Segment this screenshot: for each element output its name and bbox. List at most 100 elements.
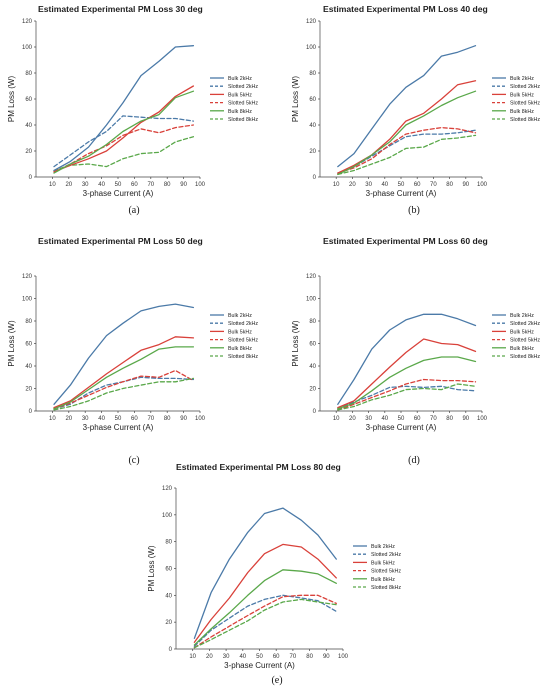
chart-panel-5: Estimated Experimental PM Loss 80 deg 0 20… (147, 462, 401, 686)
x-axis-label: 3-phase Current (A) (366, 423, 437, 432)
x-tick-label: 40 (381, 416, 388, 422)
series-line-bulk-2khz (337, 313, 477, 405)
series-line-bulk-2khz (193, 507, 337, 639)
x-tick-label: 20 (349, 416, 356, 422)
x-tick-label: 50 (115, 416, 122, 422)
chart-panel-1: Estimated Experimental PM Loss 30 deg 0 20… (7, 4, 258, 216)
series-line-slotted-5khz (337, 126, 477, 174)
series-line-slotted-2khz (193, 594, 337, 647)
y-tick-label: 20 (309, 387, 316, 393)
series-line-slotted-8khz (193, 598, 337, 649)
y-tick-label: 100 (162, 513, 173, 519)
x-tick-label: 80 (164, 416, 171, 422)
series-line-bulk-8khz (193, 569, 337, 646)
y-tick-label: 20 (25, 149, 32, 155)
legend-entry: Slotted 8kHz (228, 117, 258, 123)
x-tick-label: 100 (195, 182, 206, 188)
y-tick-label: 80 (309, 71, 316, 77)
x-tick-label: 60 (273, 654, 280, 660)
legend-entry: Bulk 2kHz (371, 544, 395, 550)
y-tick-label: 60 (25, 342, 32, 348)
legend-entry: Slotted 8kHz (228, 354, 258, 360)
y-tick-label: 80 (309, 319, 316, 325)
x-tick-label: 30 (82, 182, 89, 188)
series-line-slotted-8khz (53, 377, 195, 411)
x-tick-label: 90 (462, 416, 469, 422)
legend-entry: Slotted 8kHz (371, 585, 401, 591)
y-tick-label: 20 (309, 149, 316, 155)
legend-entry: Slotted 5kHz (510, 101, 540, 107)
x-axis-label: 3-phase Current (A) (366, 189, 437, 198)
series-line-slotted-5khz (337, 378, 477, 411)
legend-entry: Slotted 2kHz (228, 84, 258, 90)
series-line-slotted-2khz (53, 115, 195, 168)
legend-entry: Slotted 2kHz (510, 84, 540, 90)
y-tick-label: 120 (22, 19, 33, 25)
y-tick-label: 100 (22, 297, 33, 303)
x-tick-label: 30 (365, 416, 372, 422)
x-tick-label: 100 (477, 416, 488, 422)
series-line-slotted-8khz (337, 383, 477, 411)
x-tick-label: 100 (195, 416, 206, 422)
y-axis-label: PM Loss (W) (7, 76, 16, 123)
legend-entry: Bulk 2kHz (228, 313, 252, 319)
legend-entry: Bulk 5kHz (371, 560, 395, 566)
y-tick-label: 80 (165, 540, 172, 546)
x-tick-label: 60 (131, 182, 138, 188)
x-tick-label: 90 (180, 416, 187, 422)
chart-title: Estimated Experimental PM Loss 40 deg (323, 4, 488, 14)
legend-entry: Bulk 2kHz (510, 76, 534, 82)
y-tick-label: 40 (309, 364, 316, 370)
legend-entry: Bulk 5kHz (228, 329, 252, 335)
y-tick-label: 40 (25, 364, 32, 370)
legend-entry: Bulk 2kHz (228, 76, 252, 82)
y-tick-label: 100 (306, 297, 317, 303)
x-tick-label: 10 (49, 182, 56, 188)
x-tick-label: 60 (414, 182, 421, 188)
y-tick-label: 60 (165, 567, 172, 573)
legend-entry: Slotted 2kHz (371, 552, 401, 558)
y-tick-label: 120 (306, 274, 317, 280)
x-axis-label: 3-phase Current (A) (224, 661, 295, 670)
panel-caption: (a) (128, 205, 139, 216)
legend-entry: Slotted 2kHz (510, 321, 540, 327)
x-axis-label: 3-phase Current (A) (83, 189, 154, 198)
x-tick-label: 50 (398, 182, 405, 188)
y-tick-label: 0 (29, 175, 33, 181)
chart-title: Estimated Experimental PM Loss 50 deg (38, 236, 203, 246)
y-tick-label: 100 (306, 45, 317, 51)
legend-entry: Bulk 8kHz (228, 346, 252, 352)
x-tick-label: 100 (338, 654, 349, 660)
series-line-bulk-5khz (337, 338, 477, 409)
legend: Bulk 2kHz Slotted 2kHz Bulk 5kHz Slotted 5k… (492, 313, 540, 360)
chart-panel-2: Estimated Experimental PM Loss 40 deg 0 20… (291, 4, 540, 216)
x-axis-label: 3-phase Current (A) (83, 423, 154, 432)
y-axis-label: PM Loss (W) (291, 76, 300, 123)
series-line-bulk-5khz (337, 80, 477, 174)
x-tick-label: 10 (333, 416, 340, 422)
x-tick-label: 70 (147, 182, 154, 188)
chart-panel-4: Estimated Experimental PM Loss 60 deg 0 20… (291, 236, 540, 466)
legend-entry: Slotted 5kHz (228, 338, 258, 344)
y-axis-label: PM Loss (W) (7, 320, 16, 367)
x-tick-label: 80 (446, 416, 453, 422)
panel-caption: (d) (408, 455, 420, 466)
x-tick-label: 70 (430, 416, 437, 422)
x-tick-label: 40 (98, 416, 105, 422)
x-tick-label: 70 (290, 654, 297, 660)
x-tick-label: 10 (333, 182, 340, 188)
x-tick-label: 80 (164, 182, 171, 188)
x-tick-label: 50 (256, 654, 263, 660)
x-tick-label: 60 (414, 416, 421, 422)
x-tick-label: 30 (82, 416, 89, 422)
legend-entry: Slotted 5kHz (371, 569, 401, 575)
y-axis-label: PM Loss (W) (147, 545, 156, 592)
chart-title: Estimated Experimental PM Loss 30 deg (38, 4, 203, 14)
legend-entry: Bulk 8kHz (371, 577, 395, 583)
y-tick-label: 40 (25, 123, 32, 129)
x-tick-label: 80 (306, 654, 313, 660)
legend-entry: Slotted 8kHz (510, 117, 540, 123)
series-line-bulk-8khz (53, 90, 195, 174)
